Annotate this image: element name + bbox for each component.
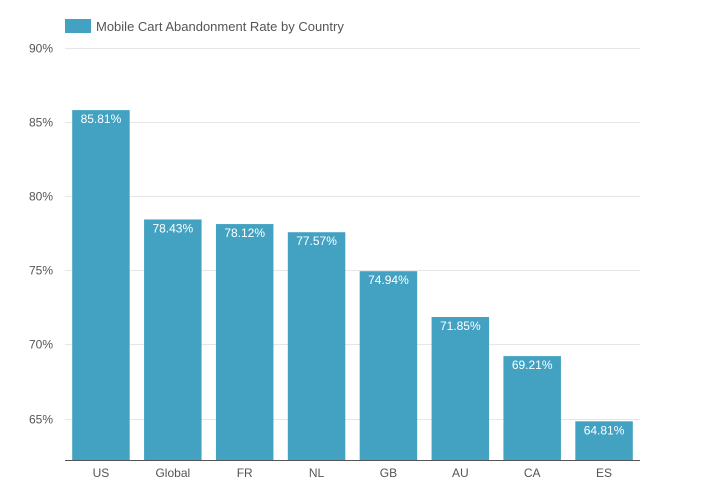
bar-value-label: 74.94%: [368, 273, 409, 287]
y-axis: 65% 70% 75% 80% 85% 90%: [29, 42, 53, 427]
y-tick-label: 65%: [29, 413, 53, 427]
bar: [72, 110, 130, 460]
y-tick-label: 75%: [29, 264, 53, 278]
bar: [575, 421, 633, 460]
x-tick-label: FR: [237, 466, 253, 480]
bar: [215, 224, 274, 460]
x-tick-label: NL: [309, 466, 325, 480]
bar-value-label: 78.43%: [152, 221, 193, 235]
bar: [144, 219, 202, 460]
bar-value-label: 85.81%: [81, 112, 122, 126]
x-tick-label: CA: [524, 466, 541, 480]
x-axis: US Global FR NL GB AU CA ES: [65, 460, 640, 480]
bar-value-label: 77.57%: [296, 234, 337, 248]
x-tick-label: ES: [596, 466, 612, 480]
bar-value-label: 78.12%: [224, 226, 265, 240]
y-tick-label: 90%: [29, 42, 53, 56]
x-tick-label: GB: [380, 466, 397, 480]
bar-value-label: 69.21%: [512, 358, 553, 372]
legend-swatch: [65, 19, 91, 33]
bar: [359, 271, 418, 460]
y-tick-label: 70%: [29, 338, 53, 352]
x-tick-label: Global: [155, 466, 190, 480]
bar: [287, 232, 346, 460]
bar: [431, 316, 490, 460]
y-tick-label: 80%: [29, 190, 53, 204]
bars: 85.81% 78.43% 78.12% 77.57% 74.94% 71.85% 69.2…: [72, 110, 633, 460]
bar: [503, 356, 561, 460]
x-tick-label: AU: [452, 466, 469, 480]
legend-label: Mobile Cart Abandonment Rate by Country: [96, 19, 344, 34]
bar-value-label: 64.81%: [584, 423, 625, 437]
bar-value-label: 71.85%: [440, 319, 481, 333]
x-tick-label: US: [93, 466, 110, 480]
y-tick-label: 85%: [29, 116, 53, 130]
legend: Mobile Cart Abandonment Rate by Country: [65, 19, 344, 34]
